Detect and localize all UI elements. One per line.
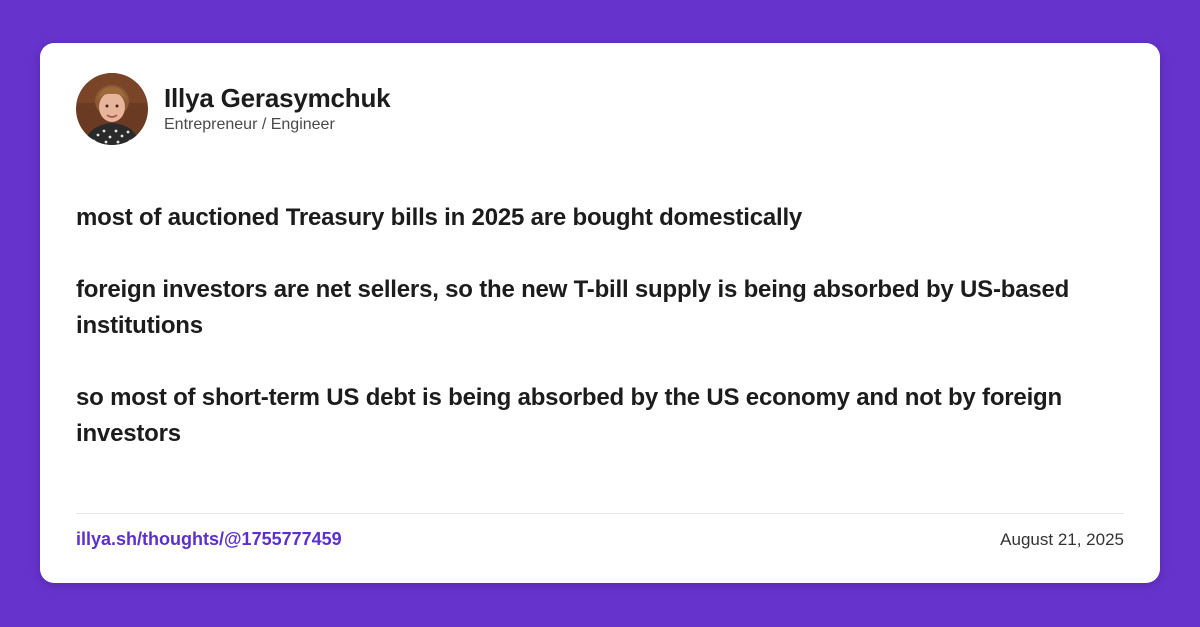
- author-info: Illya Gerasymchuk Entrepreneur / Enginee…: [164, 83, 391, 135]
- post-permalink[interactable]: illya.sh/thoughts/@1755777459: [76, 529, 342, 549]
- avatar: [76, 73, 148, 145]
- post-header: Illya Gerasymchuk Entrepreneur / Enginee…: [76, 73, 391, 145]
- post-footer: illya.sh/thoughts/@1755777459 August 21,…: [76, 529, 1124, 550]
- post-date: August 21, 2025: [1000, 529, 1124, 549]
- author-name: Illya Gerasymchuk: [164, 83, 391, 113]
- post-card: Illya Gerasymchuk Entrepreneur / Enginee…: [40, 43, 1160, 583]
- post-paragraph: foreign investors are net sellers, so th…: [76, 276, 1070, 339]
- post-body: most of auctioned Treasury bills in 2025…: [76, 200, 1116, 488]
- footer-divider: [76, 513, 1124, 514]
- post-paragraph: so most of short-term US debt is being a…: [76, 384, 1062, 447]
- post-paragraph: most of auctioned Treasury bills in 2025…: [76, 204, 803, 231]
- author-role: Entrepreneur / Engineer: [164, 116, 335, 133]
